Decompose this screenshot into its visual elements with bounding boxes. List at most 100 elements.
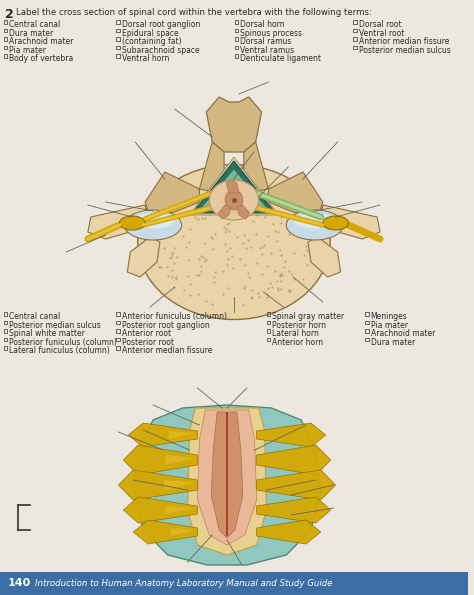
Bar <box>235 37 238 40</box>
Polygon shape <box>211 412 243 538</box>
Polygon shape <box>308 237 340 277</box>
Bar <box>117 346 120 349</box>
Bar <box>354 45 357 49</box>
Polygon shape <box>145 172 200 217</box>
Bar <box>235 54 238 58</box>
Bar <box>4 45 8 49</box>
Ellipse shape <box>209 180 259 220</box>
Polygon shape <box>128 237 160 277</box>
Text: Dorsal horn: Dorsal horn <box>240 20 285 29</box>
Polygon shape <box>190 157 278 215</box>
Text: Epidural space: Epidural space <box>122 29 179 37</box>
Bar <box>117 337 120 341</box>
Bar <box>117 45 120 49</box>
Bar <box>4 321 8 324</box>
Polygon shape <box>166 506 195 514</box>
Bar <box>4 329 8 333</box>
Text: 2: 2 <box>5 8 14 21</box>
Bar <box>4 346 8 349</box>
Bar <box>117 54 120 58</box>
Bar <box>266 329 270 333</box>
Text: Pia mater: Pia mater <box>371 321 408 330</box>
Ellipse shape <box>132 214 174 228</box>
Polygon shape <box>256 445 331 475</box>
Text: Posterior root: Posterior root <box>122 338 174 347</box>
Polygon shape <box>192 161 275 213</box>
Ellipse shape <box>124 210 182 240</box>
Bar <box>235 20 238 23</box>
Bar <box>266 312 270 315</box>
Polygon shape <box>256 497 331 523</box>
Text: Anterior median fissure: Anterior median fissure <box>122 346 212 355</box>
Bar <box>354 20 357 23</box>
Text: Arachnoid mater: Arachnoid mater <box>371 329 435 338</box>
Bar <box>117 20 120 23</box>
Text: Posterior root ganglion: Posterior root ganglion <box>122 321 210 330</box>
Text: Spinal white matter: Spinal white matter <box>9 329 85 338</box>
Text: Posterior median sulcus: Posterior median sulcus <box>359 46 451 55</box>
Polygon shape <box>133 405 321 565</box>
Text: Spinous process: Spinous process <box>240 29 302 37</box>
Bar <box>4 37 8 40</box>
Polygon shape <box>118 470 197 500</box>
Bar <box>354 37 357 40</box>
Bar <box>4 54 8 58</box>
Polygon shape <box>169 431 195 439</box>
Polygon shape <box>133 520 197 544</box>
Text: Dorsal ramus: Dorsal ramus <box>240 37 292 46</box>
Polygon shape <box>128 423 197 447</box>
Text: Posterior funiculus (column): Posterior funiculus (column) <box>9 338 117 347</box>
Ellipse shape <box>286 210 344 240</box>
Text: Ventral root: Ventral root <box>359 29 404 37</box>
Text: (containing fat): (containing fat) <box>122 37 182 46</box>
Ellipse shape <box>323 216 348 230</box>
Bar <box>235 45 238 49</box>
Polygon shape <box>256 470 336 500</box>
Bar <box>117 37 120 40</box>
Text: Ventral ramus: Ventral ramus <box>240 46 294 55</box>
Bar <box>4 312 8 315</box>
Polygon shape <box>200 142 224 192</box>
Polygon shape <box>164 480 195 490</box>
Text: Meninges: Meninges <box>371 312 408 321</box>
Bar <box>0 572 468 595</box>
Text: 140: 140 <box>8 578 31 588</box>
Polygon shape <box>268 172 323 217</box>
Polygon shape <box>197 410 256 545</box>
Ellipse shape <box>119 216 145 230</box>
Text: Posterior horn: Posterior horn <box>272 321 326 330</box>
Text: Introduction to Human Anatomy Laboratory Manual and Study Guide: Introduction to Human Anatomy Laboratory… <box>35 578 332 587</box>
Text: Anterior root: Anterior root <box>122 329 171 338</box>
Polygon shape <box>171 528 195 536</box>
Bar <box>117 29 120 32</box>
Text: Pia mater: Pia mater <box>9 46 46 55</box>
Text: Spinal gray matter: Spinal gray matter <box>272 312 344 321</box>
Text: Denticulate ligament: Denticulate ligament <box>240 54 321 63</box>
Polygon shape <box>237 205 250 219</box>
Polygon shape <box>321 205 380 239</box>
Bar <box>266 321 270 324</box>
Text: Central canal: Central canal <box>9 312 61 321</box>
Text: Dorsal root: Dorsal root <box>359 20 401 29</box>
Bar <box>117 312 120 315</box>
Text: Dura mater: Dura mater <box>371 338 415 347</box>
Text: Anterior funiculus (column): Anterior funiculus (column) <box>122 312 227 321</box>
Polygon shape <box>123 497 197 523</box>
Bar <box>266 337 270 341</box>
Bar <box>4 29 8 32</box>
Bar <box>4 20 8 23</box>
Text: Arachnoid mater: Arachnoid mater <box>9 37 74 46</box>
Bar <box>4 337 8 341</box>
Polygon shape <box>244 142 268 192</box>
Polygon shape <box>166 455 195 465</box>
Polygon shape <box>256 423 326 447</box>
Bar <box>354 29 357 32</box>
Bar <box>365 329 369 333</box>
Text: Central canal: Central canal <box>9 20 61 29</box>
Text: Ventral horn: Ventral horn <box>122 54 169 63</box>
Bar <box>235 29 238 32</box>
Bar <box>117 321 120 324</box>
Polygon shape <box>188 408 266 555</box>
Bar <box>365 337 369 341</box>
Ellipse shape <box>294 214 336 228</box>
